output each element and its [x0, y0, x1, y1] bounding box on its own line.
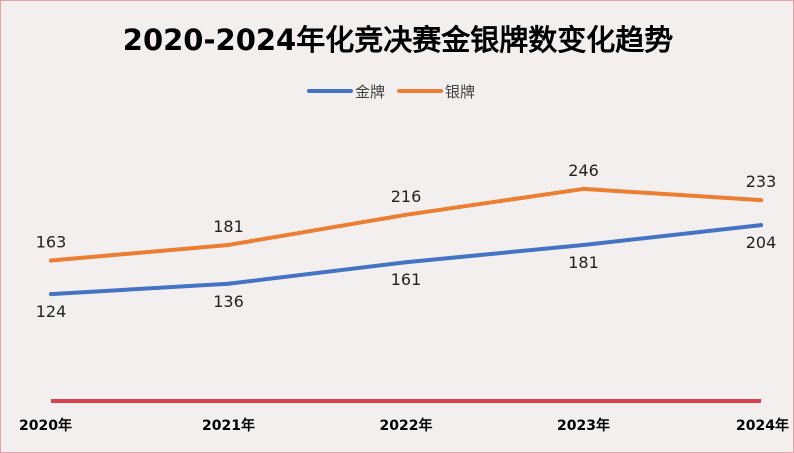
data-label: 216 — [391, 187, 422, 206]
series-layer — [49, 186, 763, 297]
data-point — [759, 198, 763, 203]
data-point — [404, 260, 408, 265]
data-label: 246 — [568, 161, 599, 180]
data-point — [581, 242, 586, 247]
legend-label-2: 银牌 — [445, 83, 475, 101]
data-point — [226, 242, 231, 247]
x-tick-label: 2023年 — [557, 417, 610, 434]
data-label-layer: 124 136 161 181 204 163 181 216 246 233 — [36, 161, 777, 321]
x-tick-label: 2021年 — [202, 417, 255, 434]
data-label: 204 — [746, 233, 777, 252]
chart-title: 2020-2024年化竞决赛金银牌数变化趋势 — [123, 23, 673, 57]
data-point — [404, 212, 408, 217]
data-label: 163 — [36, 232, 67, 251]
data-label: 181 — [213, 217, 244, 236]
x-tick-layer: 2020年 2021年 2022年 2023年 2024年 — [19, 417, 789, 434]
data-label: 181 — [568, 253, 599, 272]
x-tick-label: 2024年 — [736, 417, 789, 434]
data-point — [49, 258, 53, 263]
legend-label-1: 金牌 — [355, 83, 385, 101]
data-label: 161 — [391, 270, 422, 289]
data-label: 233 — [746, 172, 777, 191]
data-label: 136 — [213, 292, 244, 311]
data-point — [759, 223, 763, 228]
data-label: 124 — [36, 302, 67, 321]
data-point — [226, 281, 231, 286]
data-point — [49, 292, 53, 297]
x-tick-label: 2020年 — [19, 417, 72, 434]
legend: 金牌 银牌 — [307, 83, 475, 101]
data-point — [581, 186, 586, 191]
x-tick-label: 2022年 — [380, 417, 433, 434]
